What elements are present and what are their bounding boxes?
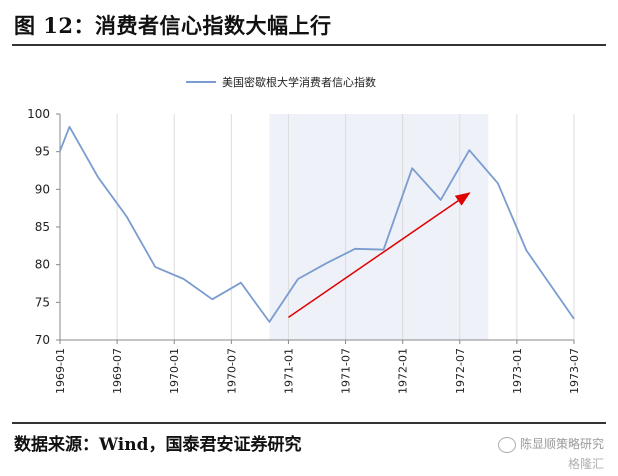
line-chart: 70 75 80 85 90 95 100 1969-01 1969-07 1970-01 197… — [27, 75, 581, 394]
watermark: 陈显顺策略研究 — [497, 435, 604, 453]
trend-arrow — [288, 192, 471, 319]
legend: 美国密歇根大学消费者信心指数 — [186, 75, 376, 89]
y-tick-label: 80 — [35, 258, 50, 272]
series-group — [59, 125, 575, 323]
legend-label: 美国密歇根大学消费者信心指数 — [222, 75, 376, 89]
x-tick-label: 1973-07 — [568, 348, 581, 394]
x-tick-label: 1971-01 — [282, 348, 295, 394]
x-tick-label: 1973-01 — [511, 348, 524, 394]
y-tick-label: 90 — [35, 182, 50, 196]
x-tick-label: 1970-07 — [225, 348, 238, 394]
source-note: 数据来源：Wind，国泰君安证券研究 — [14, 435, 302, 455]
x-tick-label: 1970-01 — [168, 348, 181, 394]
x-tick-label: 1969-07 — [111, 348, 124, 394]
y-axis-ticks: 70 75 80 85 90 95 100 — [27, 107, 60, 347]
watermark-text: 陈显顺策略研究 — [519, 437, 604, 451]
series-line — [59, 125, 575, 323]
x-tick-label: 1971-07 — [340, 348, 353, 394]
y-tick-label: 100 — [27, 107, 50, 121]
y-tick-label: 75 — [35, 295, 50, 309]
x-tick-label: 1969-01 — [54, 348, 67, 394]
top-rule — [12, 44, 606, 46]
x-tick-label: 1972-01 — [397, 348, 410, 394]
highlight-band — [269, 114, 489, 340]
bottom-rule — [12, 422, 606, 424]
x-tick-label: 1972-07 — [454, 348, 467, 394]
x-axis-ticks: 1969-01 1969-07 1970-01 1970-07 1971-01 1971-… — [54, 340, 581, 394]
y-tick-label: 70 — [35, 333, 50, 347]
grid-lines — [59, 114, 575, 340]
wechat-icon — [497, 436, 516, 453]
figure-title: 图 12：消费者信心指数大幅上行 — [14, 13, 332, 38]
y-tick-label: 95 — [35, 145, 50, 159]
watermark-brand: 格隆汇 — [567, 457, 604, 471]
y-tick-label: 85 — [35, 220, 50, 234]
